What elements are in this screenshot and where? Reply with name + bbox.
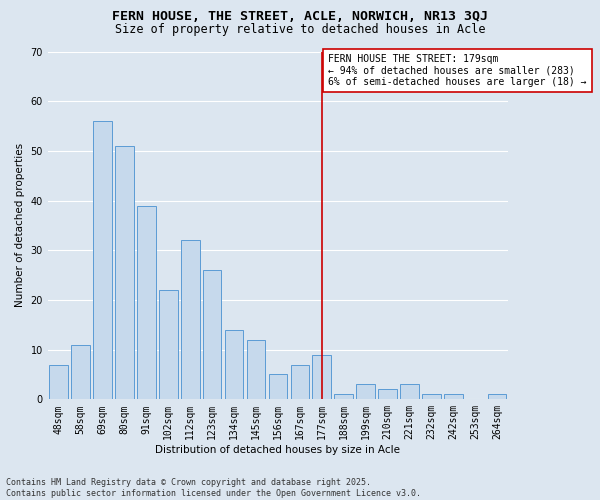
Bar [181, 240, 200, 400]
Bar [488, 394, 506, 400]
Bar [313, 354, 331, 400]
Bar [203, 270, 221, 400]
Text: Size of property relative to detached houses in Acle: Size of property relative to detached ho… [115, 22, 485, 36]
Bar [422, 394, 440, 400]
Text: FERN HOUSE THE STREET: 179sqm
← 94% of detached houses are smaller (283)
6% of s: FERN HOUSE THE STREET: 179sqm ← 94% of d… [328, 54, 587, 87]
Text: FERN HOUSE, THE STREET, ACLE, NORWICH, NR13 3QJ: FERN HOUSE, THE STREET, ACLE, NORWICH, N… [112, 10, 488, 23]
Bar [269, 374, 287, 400]
Bar [49, 364, 68, 400]
X-axis label: Distribution of detached houses by size in Acle: Distribution of detached houses by size … [155, 445, 400, 455]
Bar [290, 364, 309, 400]
Text: Contains HM Land Registry data © Crown copyright and database right 2025.
Contai: Contains HM Land Registry data © Crown c… [6, 478, 421, 498]
Bar [93, 121, 112, 400]
Bar [115, 146, 134, 400]
Bar [247, 340, 265, 400]
Bar [334, 394, 353, 400]
Bar [356, 384, 375, 400]
Bar [400, 384, 419, 400]
Bar [71, 344, 90, 400]
Bar [225, 330, 244, 400]
Bar [159, 290, 178, 400]
Y-axis label: Number of detached properties: Number of detached properties [15, 144, 25, 308]
Bar [137, 206, 156, 400]
Bar [378, 390, 397, 400]
Bar [444, 394, 463, 400]
